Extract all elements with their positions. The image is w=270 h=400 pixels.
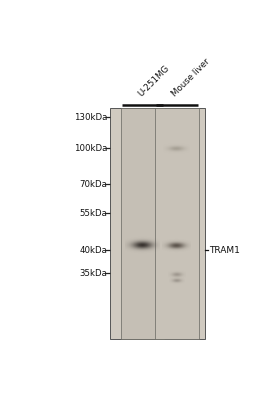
Text: U-251MG: U-251MG (136, 64, 171, 99)
Text: Mouse liver: Mouse liver (170, 57, 212, 99)
Text: 70kDa: 70kDa (79, 180, 107, 189)
Text: TRAM1: TRAM1 (210, 246, 240, 255)
Text: 40kDa: 40kDa (79, 246, 107, 255)
Text: 35kDa: 35kDa (79, 269, 107, 278)
Bar (121, 108, 164, 339)
Bar (110, 108, 205, 339)
Text: 55kDa: 55kDa (79, 209, 107, 218)
Text: 130kDa: 130kDa (74, 113, 107, 122)
Text: 100kDa: 100kDa (74, 144, 107, 153)
Bar (155, 108, 199, 339)
